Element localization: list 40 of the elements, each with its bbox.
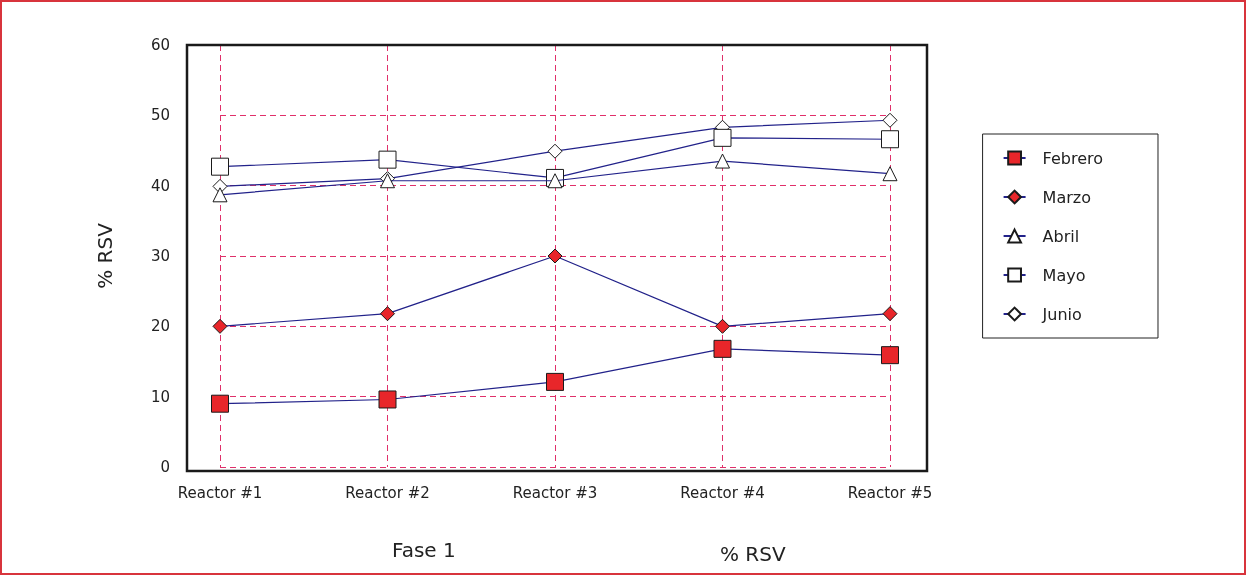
point — [212, 187, 228, 203]
point — [211, 394, 229, 413]
point — [547, 173, 563, 189]
y-tick-label: 40 — [150, 176, 170, 195]
point — [881, 130, 899, 149]
y-tick-label: 0 — [160, 458, 170, 476]
x-tick-label: Reactor #2 — [345, 483, 430, 502]
point — [380, 306, 395, 322]
text: Fase 1 — [392, 538, 456, 562]
point — [212, 318, 228, 334]
point — [713, 128, 732, 147]
x-tick-label: Reactor #1 — [177, 483, 263, 502]
point — [713, 339, 732, 358]
point — [882, 166, 898, 182]
x-axis-title: % RSV — [720, 542, 786, 566]
point — [378, 390, 397, 409]
point — [882, 112, 898, 128]
legend-label: Abril — [1042, 226, 1080, 246]
point — [882, 306, 898, 322]
legend-label: Marzo — [1042, 187, 1091, 207]
point — [715, 318, 730, 334]
x-tick-label: Reactor #5 — [847, 483, 933, 502]
point — [547, 248, 563, 264]
y-tick-label: 50 — [150, 106, 170, 125]
y-tick-label: 60 — [150, 36, 170, 54]
y-tick-label: 30 — [150, 247, 170, 265]
x-tick-label: Reactor #3 — [512, 483, 598, 502]
legend-label: Junio — [1041, 304, 1082, 324]
point — [547, 143, 563, 159]
y-tick-label: 20 — [150, 317, 170, 336]
point — [211, 157, 229, 176]
legend-label: Febrero — [1042, 148, 1104, 168]
y-tick-label: 10 — [150, 387, 170, 406]
legend-label: Mayo — [1042, 265, 1086, 285]
y-axis-title: % RSV — [93, 222, 117, 289]
x-tick-label: Reactor #4 — [680, 483, 765, 502]
point — [715, 153, 730, 169]
point — [881, 346, 899, 365]
point — [546, 372, 564, 391]
point — [378, 150, 397, 169]
